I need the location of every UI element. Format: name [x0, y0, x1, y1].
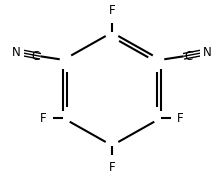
Text: N: N [12, 46, 21, 59]
Text: F: F [40, 112, 47, 125]
Text: F: F [109, 4, 115, 17]
Text: N: N [203, 46, 212, 59]
Text: F: F [109, 161, 115, 174]
Text: C: C [184, 50, 193, 63]
Text: F: F [177, 112, 184, 125]
Text: C: C [31, 50, 40, 63]
